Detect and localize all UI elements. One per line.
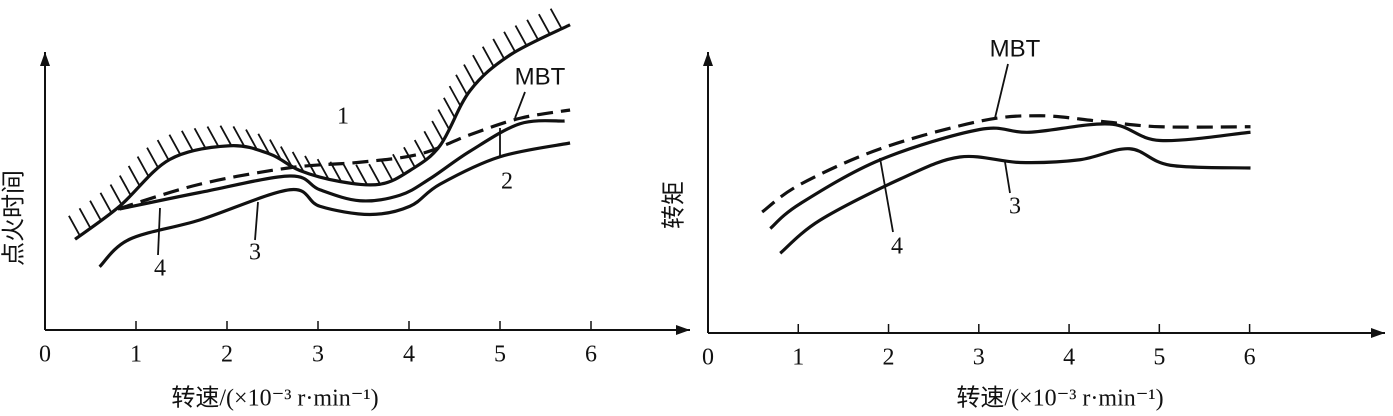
- hatch: [68, 215, 81, 237]
- hatch: [89, 200, 102, 222]
- hatch: [423, 130, 437, 152]
- curve-label: MBT: [990, 35, 1041, 62]
- hatch: [526, 19, 539, 41]
- x-tick-label: 2: [883, 345, 895, 371]
- hatch: [355, 164, 368, 186]
- hatch: [146, 147, 159, 169]
- curve: [769, 122, 1251, 230]
- hatch: [472, 54, 485, 76]
- hatch: [492, 38, 505, 60]
- hatch: [206, 126, 220, 148]
- x-tick-label: 3: [973, 345, 985, 371]
- leader: [879, 157, 894, 233]
- hatch: [368, 163, 381, 185]
- x-tick-label: 2: [221, 342, 233, 368]
- x-tick-label: 1: [792, 345, 804, 371]
- y-axis-label: 转矩: [661, 181, 688, 229]
- x-axis-label: 转速/(×10⁻³ r·min⁻¹): [171, 385, 378, 412]
- x-tick-label: 6: [1244, 345, 1256, 371]
- hatch: [342, 163, 355, 185]
- hatch: [78, 207, 92, 229]
- curve: [119, 119, 565, 211]
- curve: [74, 23, 571, 241]
- leader: [1004, 161, 1011, 194]
- x-tick-label: 4: [1063, 345, 1075, 371]
- hatch: [156, 139, 170, 161]
- curve: [761, 114, 1251, 214]
- leader: [994, 63, 1009, 119]
- hatch: [99, 192, 113, 214]
- arrow: [40, 52, 50, 66]
- hatch: [181, 130, 194, 152]
- hatch: [168, 134, 182, 156]
- curve-label: 3: [249, 240, 261, 266]
- hatch: [481, 46, 495, 68]
- x-axis-label: 转速/(×10⁻³ r·min⁻¹): [956, 385, 1163, 412]
- hatch: [257, 133, 271, 155]
- x-tick-label: 4: [403, 342, 415, 368]
- annotation: 2: [501, 169, 513, 195]
- y-axis-label: 点火时间: [1, 170, 28, 266]
- hatch: [448, 85, 462, 107]
- x-tick-label: 5: [494, 342, 506, 368]
- x-tick-label: 0: [39, 342, 51, 368]
- hatch: [380, 160, 394, 181]
- hatch: [316, 158, 330, 180]
- x-tick-label: 6: [585, 342, 597, 368]
- hatch: [109, 184, 123, 206]
- curve-label: 1: [337, 104, 349, 130]
- curve: [98, 141, 571, 268]
- hatch: [437, 109, 451, 130]
- hatch: [392, 153, 405, 175]
- hatch: [127, 165, 141, 187]
- curve-label: 3: [1009, 194, 1021, 220]
- hatch: [549, 8, 563, 30]
- hatch: [455, 74, 468, 96]
- hatch: [136, 156, 150, 177]
- hatch: [538, 13, 551, 35]
- hatch: [431, 120, 444, 142]
- hatch: [514, 25, 528, 47]
- arrow: [676, 325, 690, 335]
- hatch: [269, 139, 282, 160]
- arrow: [703, 52, 713, 66]
- hatch: [193, 127, 207, 149]
- hatch: [443, 97, 456, 119]
- hatch: [503, 31, 516, 53]
- x-tick-label: 0: [702, 345, 714, 371]
- curve: [779, 147, 1251, 255]
- hatch: [232, 126, 246, 147]
- hatch: [219, 125, 233, 147]
- hatch: [463, 64, 476, 86]
- curve-label: 4: [891, 234, 903, 260]
- x-tick-label: 5: [1153, 345, 1165, 371]
- x-tick-label: 3: [312, 342, 324, 368]
- hatch: [245, 129, 258, 150]
- x-tick-label: 1: [130, 342, 142, 368]
- arrow: [1371, 328, 1385, 338]
- leader: [254, 201, 259, 241]
- hatch: [280, 146, 293, 168]
- curve: [117, 108, 571, 211]
- hatch: [413, 139, 427, 161]
- leader: [514, 91, 526, 119]
- hatch: [291, 151, 305, 173]
- hatch: [119, 175, 132, 196]
- curve-label: MBT: [515, 63, 566, 90]
- curve-label: 4: [154, 256, 166, 282]
